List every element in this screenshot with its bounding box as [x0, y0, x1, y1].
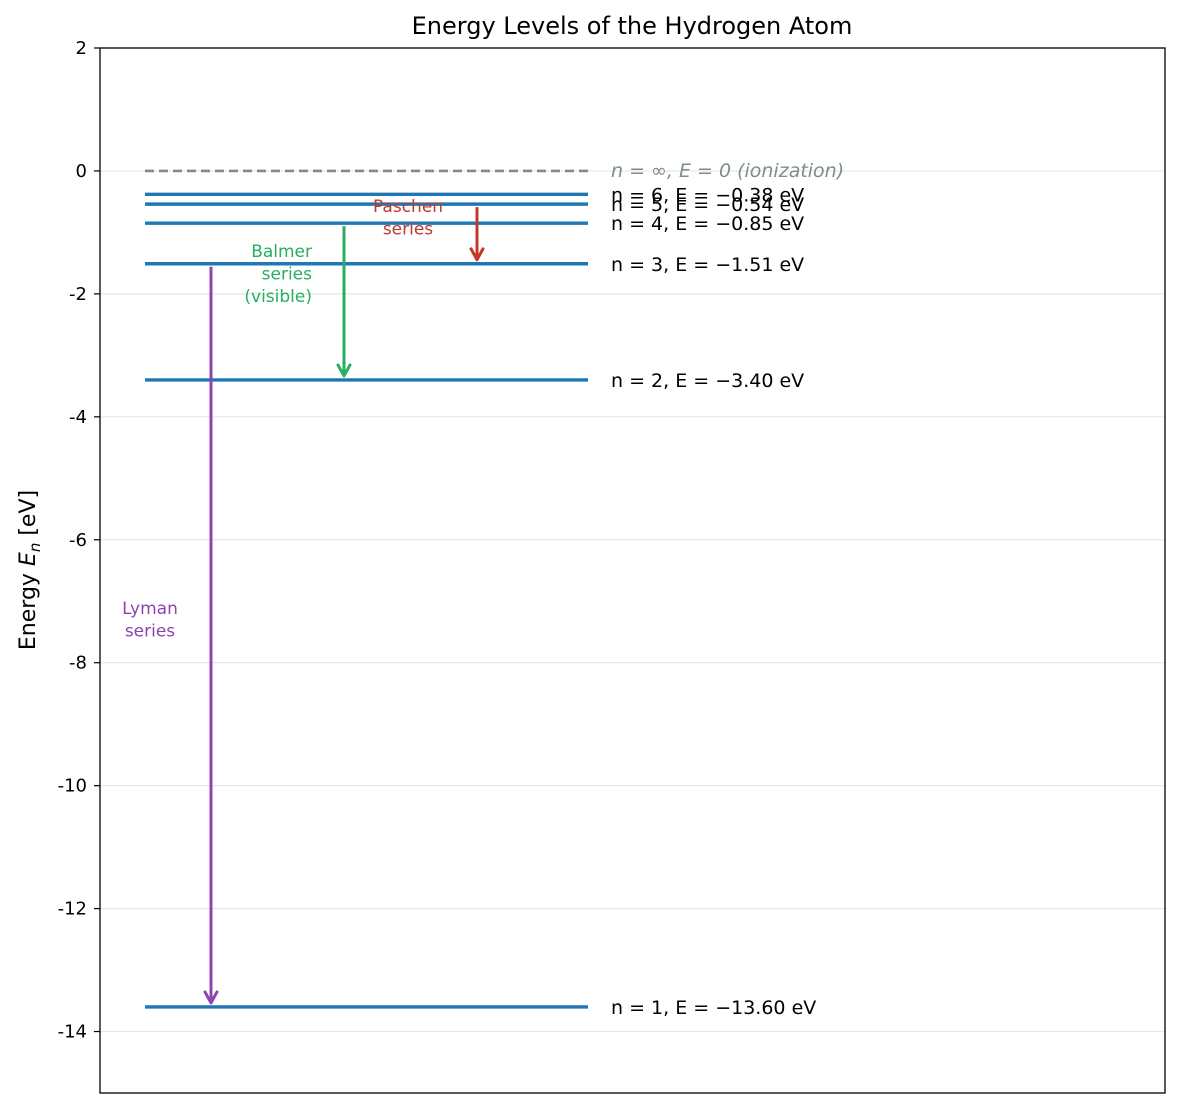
- y-tick-label: -8: [69, 653, 87, 674]
- energy-level-label-n4: n = 4, E = −0.85 eV: [611, 213, 804, 235]
- energy-level-label-n3: n = 3, E = −1.51 eV: [611, 254, 804, 276]
- paschen-series-label: Paschen series: [373, 197, 443, 240]
- ionization-level-label: n = ∞, E = 0 (ionization): [611, 160, 844, 182]
- energy-level-label-n2: n = 2, E = −3.40 eV: [611, 370, 804, 392]
- y-tick-label: -12: [58, 899, 87, 920]
- paschen-arrowhead: [469, 247, 485, 262]
- y-tick-label: -14: [58, 1022, 87, 1043]
- y-tick-label: 0: [76, 161, 87, 182]
- energy-levels: [145, 169, 588, 1009]
- chart-title: Energy Levels of the Hydrogen Atom: [412, 12, 853, 40]
- lyman-arrowhead: [203, 990, 219, 1005]
- balmer-series-label: Balmer series (visible): [244, 242, 312, 307]
- plot-frame: [99, 47, 1166, 1094]
- y-tick-label: -2: [69, 284, 87, 305]
- energy-level-label-n5: n = 5, E = −0.54 eV: [611, 194, 804, 216]
- y-tick-label: -4: [69, 407, 87, 428]
- energy-level-label-n1: n = 1, E = −13.60 eV: [611, 997, 816, 1019]
- balmer-arrowhead: [336, 363, 352, 378]
- y-axis-label: Energy En [eV]: [16, 490, 44, 650]
- y-tick-label: -10: [58, 776, 87, 797]
- energy-level-label-n6: n = 6, E = −0.38 eV: [611, 184, 804, 206]
- y-axis-ticks: 2 0 -2 -4 -6 -8 -10 -12 -14: [58, 38, 100, 1043]
- lyman-series-label: Lyman series: [122, 599, 178, 642]
- transition-arrows: Lyman series Balmer series (visible) Paschen s…: [122, 197, 485, 1005]
- y-tick-label: 2: [76, 38, 87, 59]
- level-labels: n = ∞, E = 0 (ionization) n = 1, E = −13.…: [611, 160, 844, 1019]
- y-tick-label: -6: [69, 530, 87, 551]
